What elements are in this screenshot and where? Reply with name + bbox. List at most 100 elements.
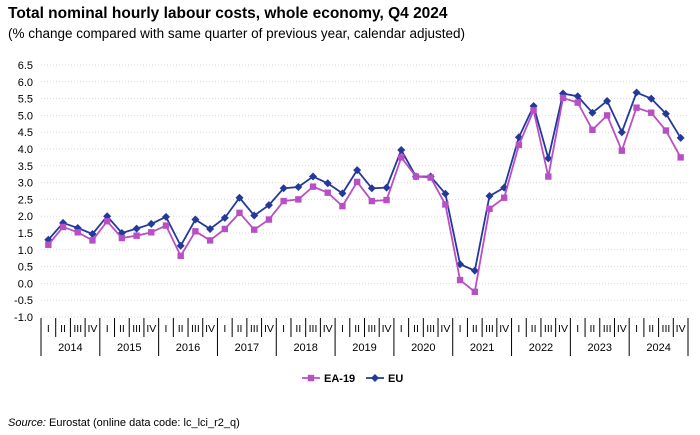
data-point [661,109,670,118]
data-point [279,184,288,193]
data-point [441,189,450,198]
data-point [118,234,126,242]
data-point [264,201,273,210]
quarter-label: IV [146,323,156,335]
y-tick-label: 4.0 [18,144,33,156]
data-point [412,173,420,180]
data-point [323,179,332,188]
data-point [206,224,215,233]
quarter-label: IV [440,323,450,335]
data-point [235,193,244,202]
data-point [176,241,185,250]
data-point [132,224,141,233]
year-label: 2022 [529,342,553,354]
quarter-label: II [119,323,125,335]
quarter-label: I [517,323,520,335]
data-point [236,209,243,217]
quarter-label: II [531,323,537,335]
data-point [427,174,434,181]
legend-label: EU [388,373,403,385]
quarter-label: I [223,323,226,335]
data-point [88,230,97,239]
legend-marker [371,374,379,382]
source-text: Eurostat (online data code: lc_lci_r2_q) [48,417,240,429]
data-point [603,112,611,119]
series-line [47,97,682,293]
data-point [617,128,626,137]
data-point [603,96,612,105]
data-point [618,147,626,154]
quarter-label: II [178,323,184,335]
data-point [676,133,685,142]
y-tick-label: 0.0 [18,278,33,290]
y-tick-label: 5.0 [18,110,33,122]
quarter-label: I [635,323,638,335]
source-note: Source: Eurostat (online data code: lc_l… [8,417,240,429]
data-point [559,94,567,102]
y-tick-label: 2.5 [18,194,33,206]
data-point [574,99,581,106]
quarter-label: III [544,323,553,335]
data-point [471,288,478,295]
quarter-label: II [237,323,243,335]
quarter-label: II [648,323,654,335]
data-point [397,146,406,155]
chart-title: Total nominal hourly labour costs, whole… [8,5,448,22]
data-point [294,182,303,191]
data-point [398,154,405,161]
series-ea-19 [45,94,684,295]
quarter-label: I [400,323,403,335]
quarter-label: IV [499,323,509,335]
data-point [339,202,346,210]
quarter-label: I [47,323,50,335]
y-tick-label: -1.0 [14,312,33,324]
data-point [588,108,597,117]
quarter-label: IV [676,323,686,335]
quarter-label: IV [323,323,333,335]
year-label: 2017 [235,342,259,354]
quarter-label: III [132,323,141,335]
data-point [382,183,391,192]
quarter-label: IV [205,323,215,335]
data-point [515,141,523,149]
year-label: 2016 [176,342,200,354]
y-tick-label: 5.5 [18,94,33,106]
quarter-label: I [282,323,285,335]
data-point [573,92,582,101]
quarter-label: I [341,323,344,335]
legend-label: EA-19 [324,373,355,385]
data-point [544,154,553,163]
data-point [500,194,508,201]
data-point [280,197,287,205]
y-tick-label: 6.0 [18,77,33,89]
data-point [648,109,655,116]
y-tick-label: 2.0 [18,211,33,223]
legend: EA-19 EU [302,373,403,385]
data-point [456,276,464,284]
data-point [295,196,302,203]
y-tick-label: 1.0 [18,245,33,257]
data-point [485,192,494,201]
data-point [442,201,449,208]
legend-marker [307,374,315,382]
data-point [221,225,229,233]
data-point [147,219,156,228]
quarter-label: II [472,323,478,335]
data-point [383,196,390,204]
quarter-label: I [576,323,579,335]
data-point [368,197,376,205]
y-tick-label: 3.0 [18,178,33,190]
quarter-label: IV [264,323,274,335]
year-label: 2015 [117,342,141,354]
quarter-label: II [589,323,595,335]
data-point [177,252,184,260]
data-point [89,237,96,244]
data-point [192,228,199,235]
data-point [59,223,67,231]
source-label: Source: [8,417,46,429]
data-point [353,166,362,175]
data-point [647,94,656,103]
data-point [662,127,670,134]
data-point [74,229,81,236]
data-point [486,205,493,213]
